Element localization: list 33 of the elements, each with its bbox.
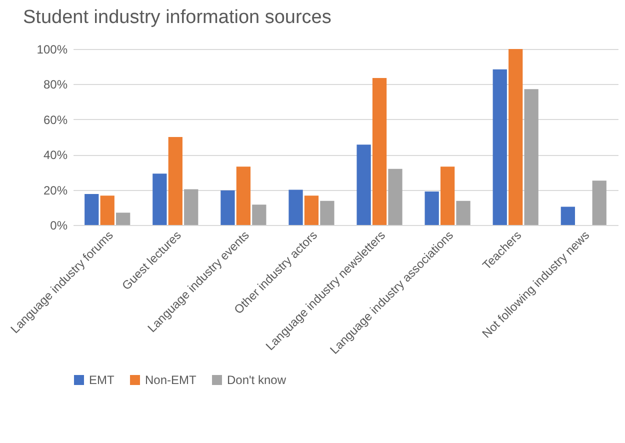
chart-title: Student industry information sources <box>23 7 332 28</box>
bar <box>592 180 606 225</box>
bar <box>524 89 538 225</box>
y-tick-label: 100% <box>36 42 68 56</box>
bar <box>220 190 235 225</box>
y-tick-label: 40% <box>43 148 68 162</box>
bar <box>236 166 251 225</box>
y-tick-label: 20% <box>43 183 68 198</box>
legend-label: EMT <box>89 373 115 387</box>
y-tick-label: 80% <box>43 78 68 92</box>
bar <box>424 192 439 225</box>
bar <box>116 212 130 225</box>
bar <box>508 49 523 225</box>
bar <box>440 166 455 225</box>
bar <box>320 200 334 225</box>
bar <box>388 168 402 225</box>
bar <box>456 200 470 225</box>
bar <box>168 137 182 225</box>
bar <box>184 189 198 225</box>
bar <box>372 78 387 225</box>
legend-label: Non-EMT <box>145 373 198 387</box>
y-tick-label: 0% <box>50 218 68 232</box>
bar <box>492 69 507 225</box>
bar <box>304 196 319 225</box>
y-tick-label: 60% <box>43 112 68 127</box>
legend-label: Don't know <box>227 373 286 387</box>
bar <box>288 190 303 225</box>
bar <box>560 206 575 225</box>
bar <box>100 196 114 225</box>
bar <box>84 194 99 225</box>
bar <box>356 144 371 225</box>
bar <box>152 174 167 225</box>
bar <box>252 204 266 225</box>
